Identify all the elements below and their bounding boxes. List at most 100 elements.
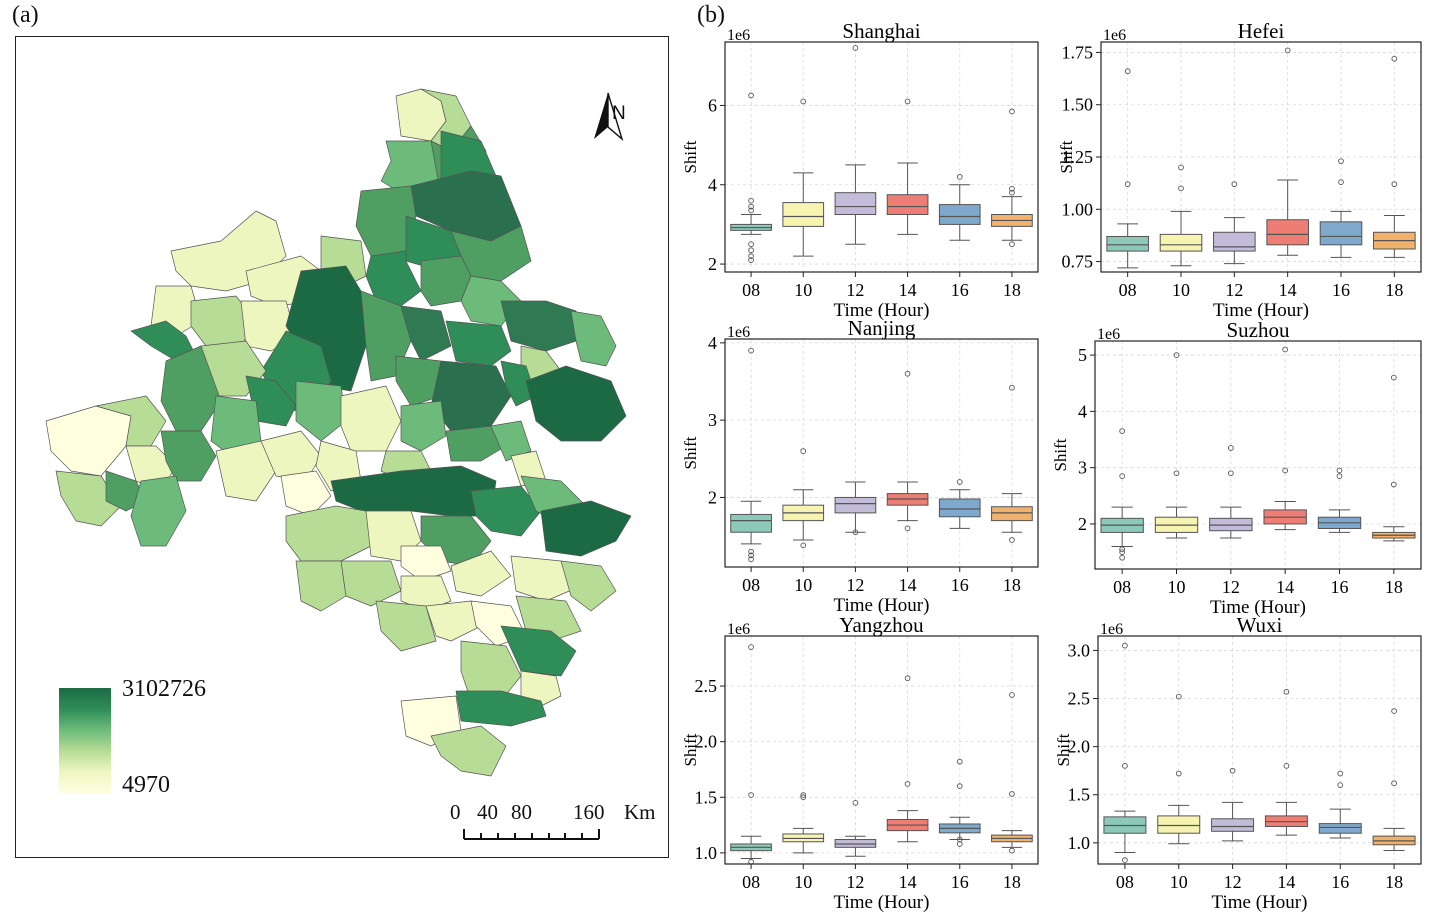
map-region	[340, 560, 402, 607]
x-tick-label: 18	[1385, 280, 1403, 300]
outlier-point	[956, 841, 963, 847]
box-body	[1159, 233, 1203, 252]
scale-tick-label: 160	[573, 800, 605, 824]
box-18	[1372, 708, 1416, 852]
map-region	[280, 470, 332, 517]
map-region	[560, 560, 617, 612]
outlier-point	[1391, 708, 1397, 714]
box-body	[991, 506, 1033, 522]
box-body	[1373, 231, 1416, 250]
x-tick-label: 12	[846, 872, 864, 892]
outlier-point	[1178, 164, 1184, 171]
box-body	[886, 819, 929, 832]
outlier-point	[1282, 467, 1289, 474]
x-tick-label: 08	[742, 872, 760, 892]
outlier-point	[748, 644, 754, 650]
map-region	[340, 385, 402, 452]
y-axis-label: Shift	[1057, 140, 1076, 173]
box-body	[1213, 231, 1256, 252]
y-tick-label: 5	[1078, 345, 1087, 365]
outlier-point	[1338, 179, 1344, 185]
box-14	[886, 675, 929, 843]
axis-exponent: 1e6	[1097, 326, 1120, 343]
plot-title: Nanjing	[848, 316, 916, 340]
map-region	[445, 320, 512, 367]
outlier-point	[800, 448, 807, 454]
scale-unit-label: Km	[624, 800, 656, 824]
map-region	[445, 425, 507, 462]
x-tick-label: 12	[1224, 872, 1242, 892]
box-body	[938, 498, 981, 518]
box-body	[1266, 219, 1309, 246]
outlier-point	[956, 173, 963, 180]
map-region	[215, 440, 277, 502]
outlier-point	[748, 203, 754, 210]
box-08	[730, 644, 772, 865]
outlier-point	[1390, 374, 1397, 381]
outlier-point	[748, 548, 754, 555]
box-body	[1372, 835, 1416, 846]
x-tick-label: 14	[899, 575, 917, 595]
x-tick-label: 14	[1279, 280, 1297, 300]
box-18	[991, 692, 1033, 854]
outlier-point	[748, 247, 754, 254]
x-tick-label: 12	[1222, 577, 1240, 597]
map-region	[570, 310, 617, 367]
y-tick-label: 1.5	[695, 787, 718, 807]
y-tick-label: 3	[708, 410, 717, 430]
x-tick-label: 10	[1170, 872, 1188, 892]
box-body	[938, 204, 981, 225]
x-tick-label: 14	[899, 872, 917, 892]
outlier-point	[748, 347, 754, 354]
box-body	[991, 834, 1033, 843]
outlier-point	[1337, 770, 1344, 777]
outlier-point	[956, 783, 963, 789]
box-18	[1372, 374, 1416, 542]
plot-title: Wuxi	[1237, 613, 1283, 637]
box-body	[1100, 517, 1144, 533]
y-tick-label: 4	[708, 333, 717, 353]
map-region	[470, 485, 542, 537]
outlier-point	[1338, 158, 1344, 165]
axis-exponent: 1e6	[1100, 621, 1123, 638]
box-body	[1263, 509, 1307, 525]
x-tick-label: 12	[846, 280, 864, 300]
plot-frame	[1100, 41, 1422, 273]
x-axis-label: Time (Hour)	[1213, 300, 1309, 321]
x-tick-label: 18	[1385, 872, 1403, 892]
box-body	[1154, 516, 1199, 533]
outlier-point	[956, 836, 963, 843]
outlier-point	[748, 858, 754, 865]
plot-title: Shanghai	[842, 19, 920, 43]
x-axis-label: Time (Hour)	[834, 892, 930, 913]
outlier-point	[748, 197, 754, 204]
outlier-point	[748, 552, 754, 559]
map-region	[525, 365, 627, 442]
box-body	[938, 823, 981, 834]
outlier-point	[748, 92, 754, 99]
box-14	[1264, 688, 1308, 836]
x-axis-label: Time (Hour)	[1212, 892, 1308, 913]
outlier-point	[1009, 241, 1015, 248]
box-body	[1211, 818, 1255, 832]
map-region	[400, 305, 452, 362]
box-body	[886, 194, 929, 215]
legend-color-bar	[59, 688, 111, 793]
box-10	[782, 448, 825, 549]
outlier-point	[1282, 346, 1289, 353]
x-tick-label: 14	[899, 280, 917, 300]
outlier-point	[1336, 473, 1343, 479]
map-region	[285, 505, 372, 562]
box-16	[1318, 770, 1362, 839]
outlier-point	[800, 794, 807, 801]
y-axis-label: Shift	[681, 436, 700, 469]
outlier-point	[1229, 767, 1236, 774]
x-tick-label: 18	[1003, 575, 1021, 595]
outlier-point	[748, 253, 754, 259]
y-tick-label: 4	[708, 175, 717, 195]
y-axis-label: Shift	[1051, 438, 1070, 471]
box-body	[730, 513, 772, 533]
legend-max-label: 3102726	[122, 676, 206, 702]
outlier-point	[1173, 352, 1180, 358]
y-tick-label: 2	[708, 254, 717, 274]
